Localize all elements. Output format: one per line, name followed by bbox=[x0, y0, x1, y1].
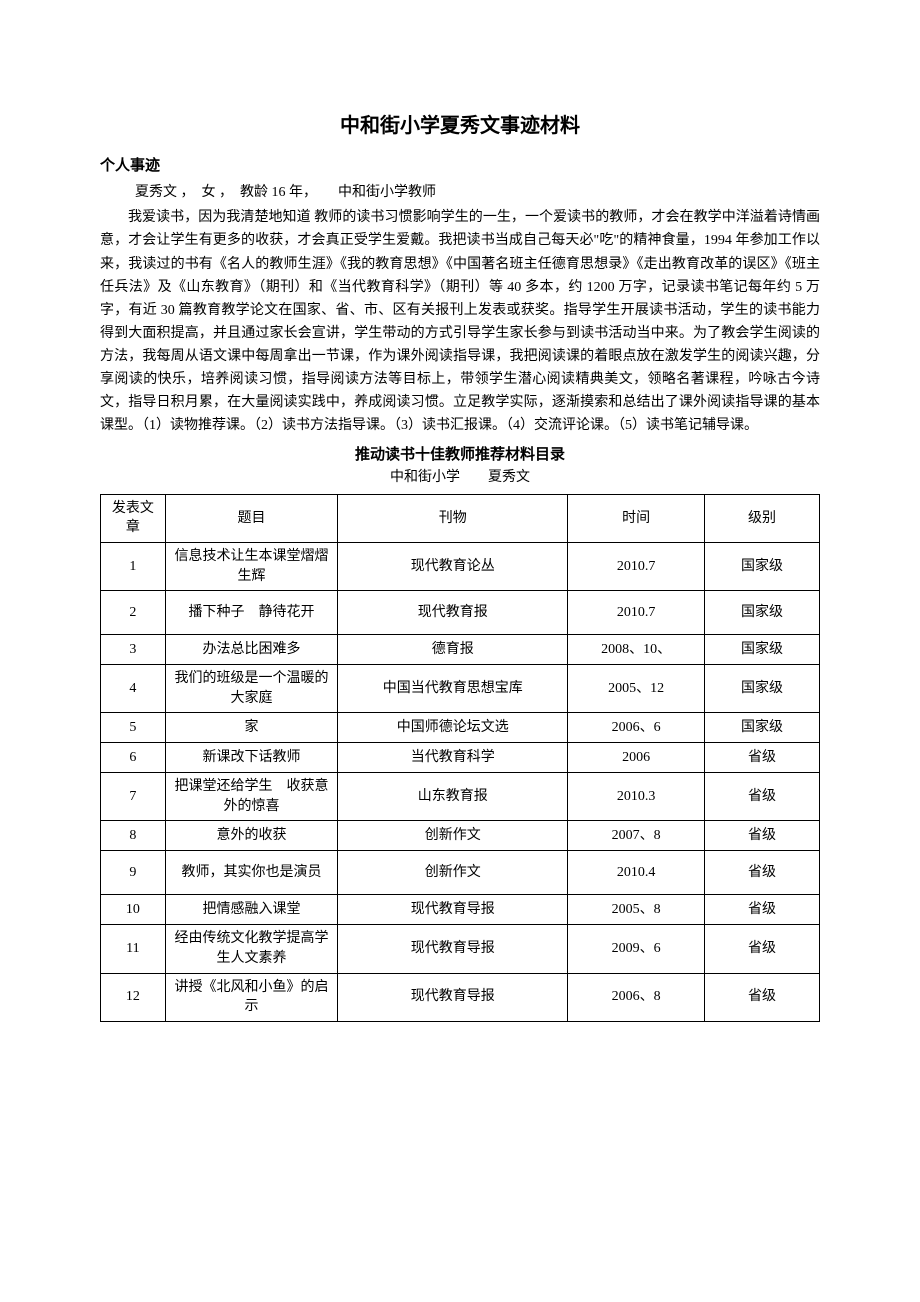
table-cell-idx: 11 bbox=[101, 925, 166, 973]
table-cell-title: 家 bbox=[165, 713, 338, 743]
table-cell-date: 2008、10、 bbox=[568, 635, 705, 665]
col-header-date: 时间 bbox=[568, 494, 705, 542]
table-cell-journal: 现代教育论丛 bbox=[338, 542, 568, 590]
table-cell-level: 国家级 bbox=[704, 713, 819, 743]
table-cell-title: 教师，其实你也是演员 bbox=[165, 851, 338, 895]
table-cell-title: 把情感融入课堂 bbox=[165, 895, 338, 925]
table-subtitle: 推动读书十佳教师推荐材料目录 bbox=[100, 443, 820, 467]
table-cell-level: 省级 bbox=[704, 821, 819, 851]
table-cell-title: 办法总比困难多 bbox=[165, 635, 338, 665]
table-cell-idx: 9 bbox=[101, 851, 166, 895]
table-cell-title: 讲授《北风和小鱼》的启示 bbox=[165, 973, 338, 1021]
table-cell-title: 信息技术让生本课堂熠熠生辉 bbox=[165, 542, 338, 590]
table-cell-level: 省级 bbox=[704, 743, 819, 773]
table-cell-date: 2009、6 bbox=[568, 925, 705, 973]
table-cell-date: 2005、8 bbox=[568, 895, 705, 925]
school-name: 中和街小学 bbox=[390, 470, 460, 485]
table-cell-title: 我们的班级是一个温暖的大家庭 bbox=[165, 665, 338, 713]
table-cell-level: 省级 bbox=[704, 851, 819, 895]
table-cell-date: 2006、6 bbox=[568, 713, 705, 743]
table-cell-journal: 当代教育科学 bbox=[338, 743, 568, 773]
table-cell-journal: 中国师德论坛文选 bbox=[338, 713, 568, 743]
table-cell-level: 省级 bbox=[704, 973, 819, 1021]
table-cell-title: 新课改下话教师 bbox=[165, 743, 338, 773]
table-cell-idx: 10 bbox=[101, 895, 166, 925]
table-row: 1信息技术让生本课堂熠熠生辉现代教育论丛2010.7国家级 bbox=[101, 542, 820, 590]
table-cell-idx: 4 bbox=[101, 665, 166, 713]
table-cell-level: 省级 bbox=[704, 895, 819, 925]
col-header-title: 题目 bbox=[165, 494, 338, 542]
table-cell-level: 国家级 bbox=[704, 665, 819, 713]
table-row: 7把课堂还给学生 收获意外的惊喜山东教育报2010.3省级 bbox=[101, 773, 820, 821]
publications-table: 发表文章 题目 刊物 时间 级别 1信息技术让生本课堂熠熠生辉现代教育论丛201… bbox=[100, 494, 820, 1022]
col-header-journal: 刊物 bbox=[338, 494, 568, 542]
table-cell-journal: 山东教育报 bbox=[338, 773, 568, 821]
table-row: 9教师，其实你也是演员创新作文2010.4省级 bbox=[101, 851, 820, 895]
table-row: 6新课改下话教师当代教育科学2006省级 bbox=[101, 743, 820, 773]
table-row: 12讲授《北风和小鱼》的启示现代教育导报2006、8省级 bbox=[101, 973, 820, 1021]
col-header-level: 级别 bbox=[704, 494, 819, 542]
table-cell-date: 2010.7 bbox=[568, 591, 705, 635]
table-row: 5家中国师德论坛文选2006、6国家级 bbox=[101, 713, 820, 743]
table-cell-level: 国家级 bbox=[704, 542, 819, 590]
table-cell-level: 国家级 bbox=[704, 591, 819, 635]
table-cell-date: 2010.3 bbox=[568, 773, 705, 821]
table-cell-idx: 1 bbox=[101, 542, 166, 590]
table-header-row: 发表文章 题目 刊物 时间 级别 bbox=[101, 494, 820, 542]
intro-line: 夏秀文 ， 女 ， 教龄 16 年， 中和街小学教师 bbox=[100, 182, 820, 204]
author-name: 夏秀文 bbox=[488, 470, 530, 485]
table-cell-idx: 5 bbox=[101, 713, 166, 743]
table-cell-title: 意外的收获 bbox=[165, 821, 338, 851]
table-cell-idx: 2 bbox=[101, 591, 166, 635]
table-cell-date: 2006、8 bbox=[568, 973, 705, 1021]
table-cell-date: 2007、8 bbox=[568, 821, 705, 851]
body-paragraph: 我爱读书，因为我清楚地知道 教师的读书习惯影响学生的一生，一个爱读书的教师，才会… bbox=[100, 206, 820, 437]
table-cell-date: 2005、12 bbox=[568, 665, 705, 713]
table-cell-idx: 12 bbox=[101, 973, 166, 1021]
section-heading: 个人事迹 bbox=[100, 154, 820, 178]
table-cell-date: 2006 bbox=[568, 743, 705, 773]
table-cell-journal: 创新作文 bbox=[338, 821, 568, 851]
table-cell-level: 国家级 bbox=[704, 635, 819, 665]
table-cell-date: 2010.7 bbox=[568, 542, 705, 590]
school-author-line: 中和街小学 夏秀文 bbox=[100, 467, 820, 489]
table-row: 11经由传统文化教学提高学生人文素养现代教育导报2009、6省级 bbox=[101, 925, 820, 973]
table-cell-idx: 6 bbox=[101, 743, 166, 773]
table-cell-level: 省级 bbox=[704, 773, 819, 821]
table-cell-idx: 3 bbox=[101, 635, 166, 665]
table-cell-journal: 现代教育导报 bbox=[338, 925, 568, 973]
col-header-index: 发表文章 bbox=[101, 494, 166, 542]
table-cell-title: 经由传统文化教学提高学生人文素养 bbox=[165, 925, 338, 973]
table-cell-idx: 7 bbox=[101, 773, 166, 821]
table-cell-journal: 现代教育导报 bbox=[338, 895, 568, 925]
table-cell-date: 2010.4 bbox=[568, 851, 705, 895]
table-cell-journal: 德育报 bbox=[338, 635, 568, 665]
table-cell-level: 省级 bbox=[704, 925, 819, 973]
table-cell-title: 播下种子 静待花开 bbox=[165, 591, 338, 635]
table-cell-title: 把课堂还给学生 收获意外的惊喜 bbox=[165, 773, 338, 821]
table-cell-journal: 现代教育导报 bbox=[338, 973, 568, 1021]
table-cell-journal: 创新作文 bbox=[338, 851, 568, 895]
table-cell-journal: 中国当代教育思想宝库 bbox=[338, 665, 568, 713]
table-cell-idx: 8 bbox=[101, 821, 166, 851]
table-row: 3办法总比困难多德育报2008、10、国家级 bbox=[101, 635, 820, 665]
document-title: 中和街小学夏秀文事迹材料 bbox=[100, 110, 820, 142]
table-row: 8意外的收获创新作文2007、8省级 bbox=[101, 821, 820, 851]
table-row: 10把情感融入课堂现代教育导报2005、8省级 bbox=[101, 895, 820, 925]
table-row: 2播下种子 静待花开现代教育报2010.7国家级 bbox=[101, 591, 820, 635]
table-row: 4我们的班级是一个温暖的大家庭中国当代教育思想宝库2005、12国家级 bbox=[101, 665, 820, 713]
table-cell-journal: 现代教育报 bbox=[338, 591, 568, 635]
